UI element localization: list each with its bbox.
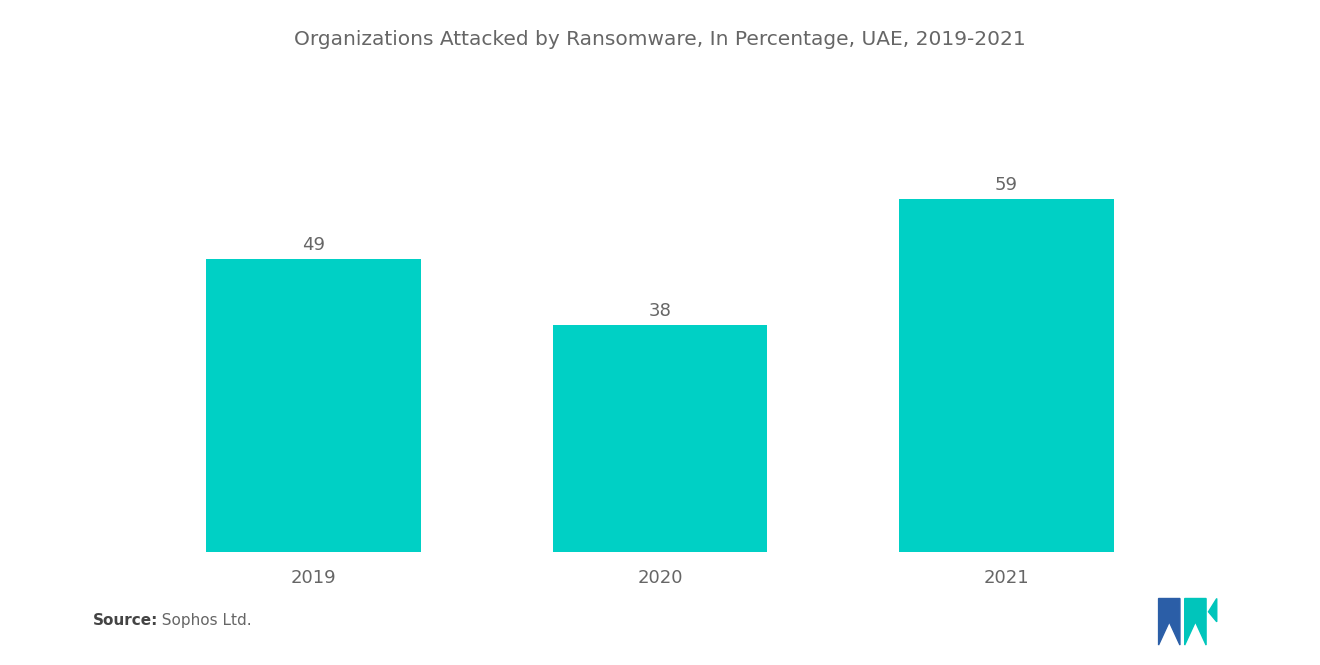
Text: 38: 38 [648, 302, 672, 320]
Polygon shape [1185, 598, 1206, 645]
Polygon shape [1159, 598, 1180, 645]
Text: Organizations Attacked by Ransomware, In Percentage, UAE, 2019-2021: Organizations Attacked by Ransomware, In… [294, 30, 1026, 49]
Polygon shape [1209, 598, 1217, 622]
Bar [553, 325, 767, 552]
Text: 49: 49 [302, 236, 325, 254]
Text: Source:: Source: [92, 613, 158, 628]
Bar [206, 259, 421, 552]
Bar [899, 199, 1114, 552]
Text: Sophos Ltd.: Sophos Ltd. [152, 613, 251, 628]
Text: 59: 59 [995, 176, 1018, 194]
